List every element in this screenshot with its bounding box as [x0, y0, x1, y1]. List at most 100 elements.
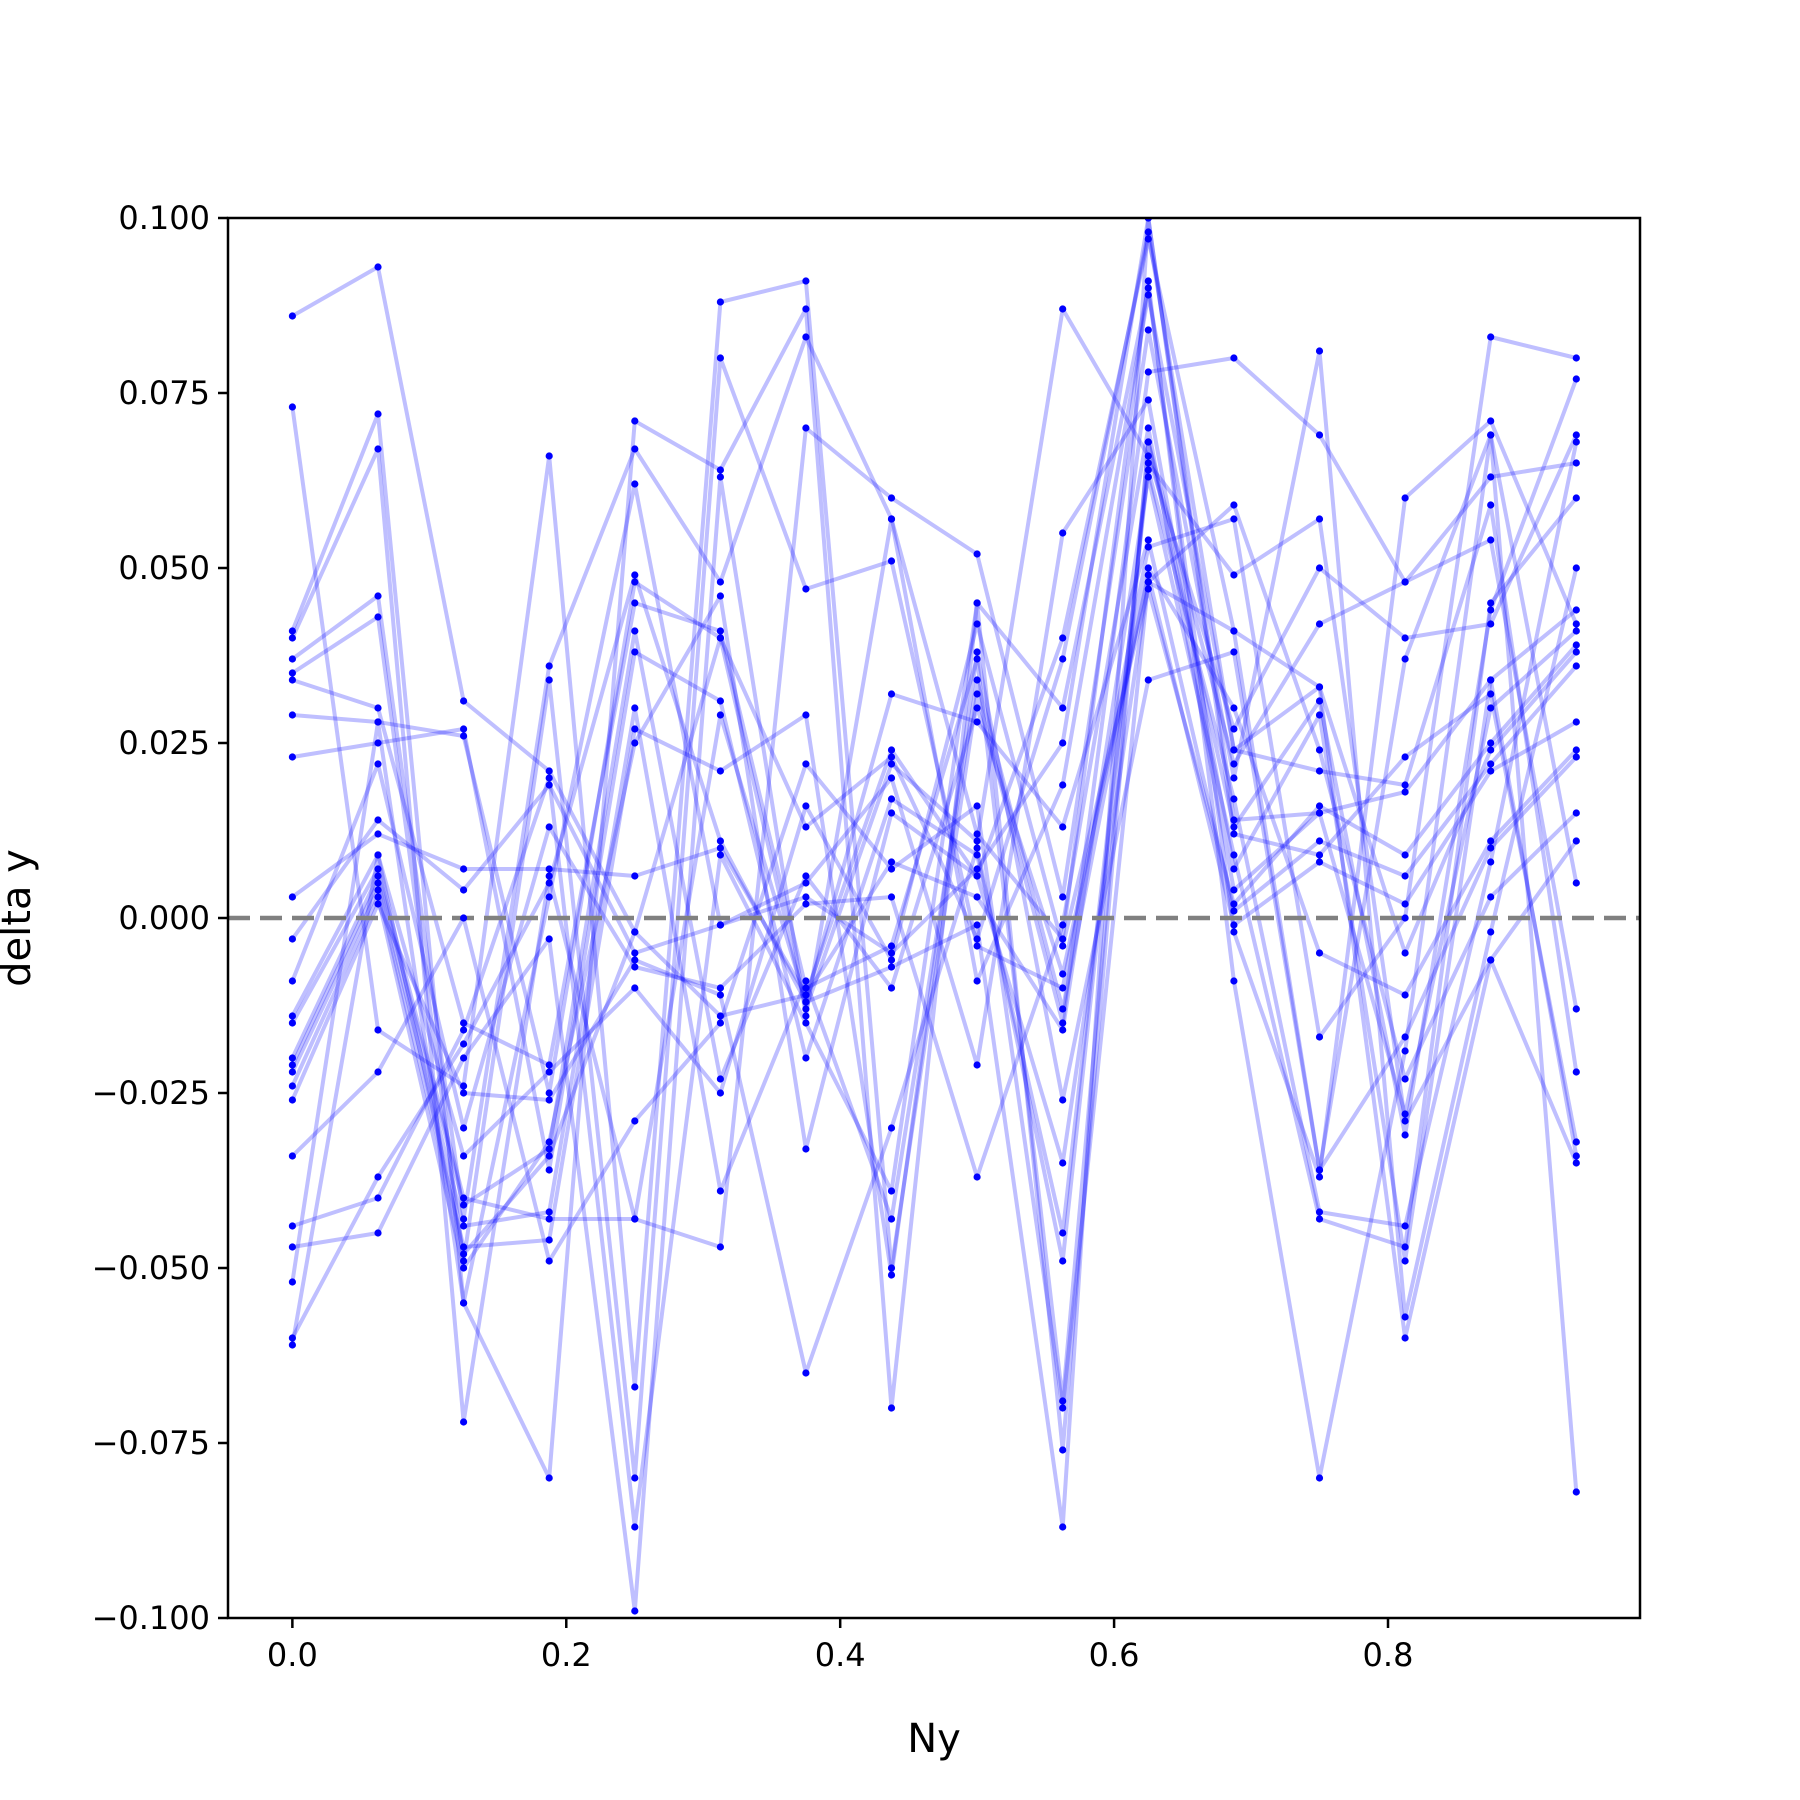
data-point	[460, 1215, 468, 1223]
data-point	[545, 452, 553, 460]
data-point	[973, 837, 981, 845]
data-point	[973, 550, 981, 558]
data-point	[887, 1271, 896, 1279]
data-point	[545, 823, 553, 831]
data-point	[1315, 809, 1324, 817]
data-point	[288, 1054, 296, 1062]
data-point	[1144, 578, 1152, 586]
data-point	[374, 613, 382, 621]
series-line-1	[291, 237, 1578, 1018]
data-point	[1315, 1166, 1324, 1174]
data-point	[1401, 781, 1409, 789]
y-axis: −0.100 −0.075 −0.050 −0.025 0.000 0.025 0.050 0…	[92, 199, 228, 1637]
data-point	[374, 872, 382, 880]
data-point	[1572, 431, 1580, 439]
data-point	[631, 963, 639, 971]
data-point	[716, 1012, 725, 1020]
data-point	[1572, 746, 1580, 754]
data-point	[802, 585, 810, 593]
data-point	[802, 872, 810, 880]
data-point	[545, 1138, 553, 1146]
data-point	[1401, 1131, 1409, 1139]
data-point	[1487, 417, 1495, 425]
data-point	[716, 592, 725, 600]
data-point	[716, 354, 725, 362]
data-point	[1487, 746, 1495, 754]
x-tick-label: 0.6	[1089, 1636, 1140, 1674]
data-point	[374, 830, 382, 838]
data-point	[802, 991, 810, 999]
data-point	[1059, 704, 1067, 712]
data-point	[1230, 886, 1238, 894]
data-point	[288, 1222, 296, 1230]
data-point	[1572, 627, 1580, 635]
data-point	[1230, 816, 1238, 824]
data-point	[460, 732, 468, 740]
data-point	[973, 655, 981, 663]
data-point	[1230, 921, 1238, 929]
data-point	[887, 858, 896, 866]
data-point	[1059, 655, 1067, 663]
data-point	[460, 1243, 468, 1251]
data-point	[887, 1124, 896, 1132]
data-point	[1487, 501, 1495, 509]
data-point	[1572, 438, 1580, 446]
data-point	[973, 802, 981, 810]
series-line-8	[292, 307, 1579, 1095]
data-point	[1315, 949, 1324, 957]
data-point	[1401, 1313, 1409, 1321]
data-point	[973, 977, 981, 985]
data-point	[288, 1243, 296, 1251]
data-point	[288, 1341, 296, 1349]
data-point	[374, 816, 382, 824]
series-line-22	[292, 293, 1579, 1613]
data-point	[1487, 599, 1495, 607]
data-point	[1059, 1026, 1067, 1034]
data-point	[460, 1054, 468, 1062]
data-point	[802, 998, 810, 1006]
data-point	[1572, 662, 1580, 670]
data-point	[1230, 851, 1238, 859]
data-point	[973, 648, 981, 656]
data-point	[1572, 809, 1580, 817]
data-point	[802, 333, 810, 341]
x-tick-label: 0.4	[815, 1636, 866, 1674]
data-point	[1144, 452, 1152, 460]
data-point	[1059, 634, 1067, 642]
data-point	[1230, 795, 1238, 803]
data-point	[374, 879, 382, 887]
series-line-23	[290, 218, 1579, 1305]
data-point	[1401, 1334, 1409, 1342]
data-point	[1230, 865, 1238, 873]
data-point	[887, 963, 896, 971]
data-point	[545, 1096, 553, 1104]
data-point	[887, 984, 896, 992]
data-point	[1401, 900, 1409, 908]
data-point	[887, 795, 896, 803]
data-point	[802, 305, 810, 313]
data-point	[716, 466, 725, 474]
data-point	[1487, 956, 1495, 964]
series-line-16	[290, 566, 1578, 1228]
data-point	[802, 900, 810, 908]
data-point	[973, 599, 981, 607]
data-point	[288, 1061, 296, 1069]
data-point	[1401, 1117, 1409, 1125]
data-point	[631, 704, 639, 712]
series-line-15	[290, 573, 1578, 1207]
data-point	[716, 851, 725, 859]
data-point	[973, 865, 981, 873]
data-point	[374, 410, 382, 418]
data-point	[887, 1404, 896, 1412]
data-point	[1572, 1068, 1580, 1076]
data-point	[288, 935, 296, 943]
data-point	[460, 1026, 468, 1034]
data-point	[288, 1082, 296, 1090]
data-point	[973, 872, 981, 880]
series-line-13	[290, 587, 1578, 1158]
data-point	[1487, 690, 1495, 698]
data-point	[887, 865, 896, 873]
data-point	[716, 1243, 725, 1251]
data-point	[1230, 746, 1238, 754]
data-point	[288, 1012, 296, 1020]
